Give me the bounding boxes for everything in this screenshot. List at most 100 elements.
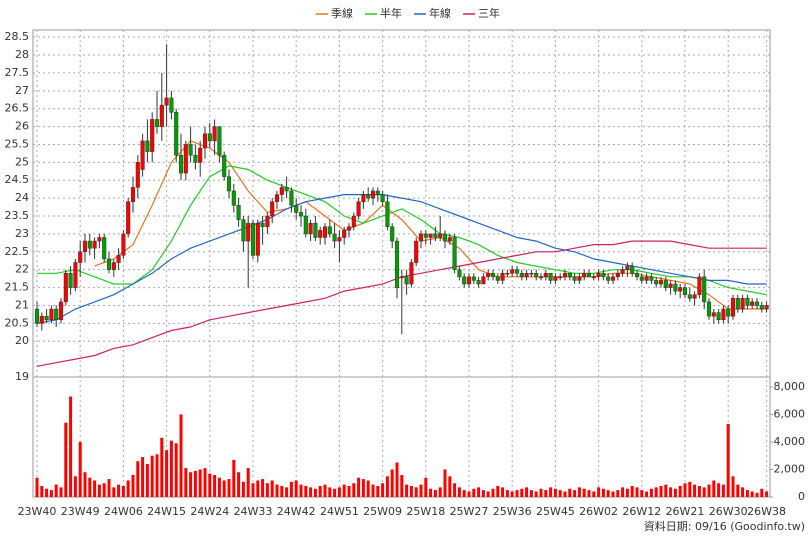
- volume-bar: [486, 491, 490, 497]
- candle-body: [279, 187, 284, 195]
- volume-bar: [678, 485, 682, 497]
- candle-body: [313, 222, 318, 238]
- volume-bar: [457, 487, 461, 497]
- y-tick-label: 20: [15, 334, 29, 347]
- candle-body: [318, 230, 323, 238]
- y2-tick-label: 8,000: [774, 380, 806, 393]
- y-tick-label: 26.5: [5, 102, 30, 115]
- legend-label: 半年: [380, 6, 402, 20]
- volume-bar: [328, 487, 332, 497]
- candle-body: [745, 298, 750, 306]
- candle-body: [78, 251, 83, 263]
- volume-bar: [481, 490, 485, 497]
- x-tick-label: 24W42: [277, 505, 316, 518]
- volume-bar: [169, 440, 173, 497]
- candle-body: [438, 233, 443, 238]
- volume-bar: [193, 470, 197, 497]
- candle-body: [495, 276, 500, 281]
- volume-bar: [318, 485, 322, 497]
- y-tick-label: 24: [15, 191, 29, 204]
- x-tick-label: 23W49: [61, 505, 100, 518]
- candle-body: [452, 237, 457, 270]
- candle-body: [721, 308, 726, 321]
- volume-bar: [496, 485, 500, 497]
- candle-body: [394, 240, 400, 288]
- candle-body: [476, 280, 481, 285]
- candle-body: [514, 269, 520, 274]
- candle-body: [169, 97, 174, 113]
- volume-bar: [558, 490, 562, 497]
- x-tick-label: 25W45: [536, 505, 575, 518]
- y-tick-label: 28: [15, 48, 29, 61]
- candle-body: [231, 190, 236, 206]
- candle-body: [418, 233, 424, 242]
- volume-bar: [765, 491, 769, 497]
- candle-body: [92, 240, 97, 249]
- volume-bar: [400, 474, 404, 497]
- volume-bar: [136, 461, 140, 497]
- x-tick-label: 26W12: [622, 505, 661, 518]
- volume-bar: [78, 441, 82, 497]
- volume-bar: [419, 484, 423, 497]
- volume-bar: [69, 396, 73, 497]
- candle-body: [217, 126, 222, 156]
- volume-bar: [707, 484, 711, 497]
- candle-body: [610, 276, 616, 281]
- volume-bar: [222, 480, 226, 497]
- volume-bar: [126, 480, 130, 497]
- volume-bar: [213, 474, 217, 497]
- volume-bar: [117, 484, 121, 497]
- candle-body: [500, 273, 505, 281]
- volume-bar: [256, 480, 260, 497]
- volume-bar: [261, 479, 265, 497]
- candle-body: [711, 312, 716, 317]
- volume-bar: [563, 491, 567, 497]
- volume-bar: [189, 472, 193, 497]
- candle-body: [54, 308, 59, 321]
- candle-body: [39, 315, 44, 324]
- y-tick-label: 20.5: [5, 316, 30, 329]
- x-tick-label: 24W06: [104, 505, 143, 518]
- legend-label: 年線: [429, 6, 451, 20]
- volume-bar: [381, 483, 385, 497]
- footer: 資料日期: 09/16 (Goodinfo.tw): [644, 519, 805, 533]
- candle-body: [740, 298, 745, 310]
- volume-bar: [265, 483, 269, 497]
- candle-body: [361, 194, 366, 202]
- volume-bar: [736, 484, 740, 497]
- volume-bar: [97, 484, 101, 497]
- volume-bar: [409, 485, 413, 497]
- volume-bar: [121, 485, 125, 497]
- candle-body: [462, 276, 467, 285]
- candle-body: [82, 240, 88, 253]
- candle-body: [63, 273, 68, 303]
- candle-body: [634, 273, 640, 278]
- candle-body: [654, 280, 659, 285]
- candle-body: [543, 273, 548, 278]
- candle-body: [423, 233, 428, 238]
- candle-body: [303, 215, 308, 235]
- candle-body: [294, 205, 299, 213]
- candle-body: [327, 226, 332, 235]
- candle-body: [159, 104, 164, 127]
- candle-body: [250, 222, 256, 256]
- volume-bar: [93, 480, 97, 497]
- y-tick-label: 22.5: [5, 245, 30, 258]
- candle-body: [255, 222, 260, 256]
- volume-bar: [683, 483, 687, 497]
- volume-bar: [654, 487, 658, 497]
- volume-bar: [376, 485, 380, 497]
- candle-body: [649, 276, 654, 281]
- candle-body: [207, 133, 212, 142]
- volume-bar: [721, 484, 725, 497]
- volume-bar: [712, 480, 716, 497]
- y-tick-label: 21: [15, 298, 29, 311]
- x-tick-label: 23W40: [18, 505, 57, 518]
- volume-bar: [491, 488, 495, 497]
- candle-body: [692, 294, 697, 299]
- candle-body: [356, 201, 361, 217]
- volume-bar: [745, 490, 749, 497]
- volume-bar: [424, 477, 428, 497]
- volume-bar: [582, 488, 586, 497]
- volume-bar: [352, 483, 356, 497]
